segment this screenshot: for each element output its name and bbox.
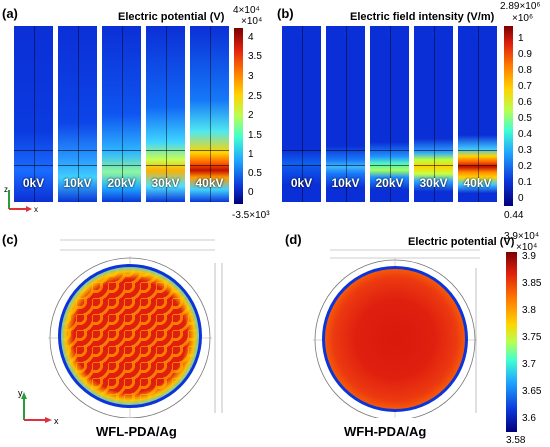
colorbar-d-tick: 3.75 [522, 332, 542, 343]
strip-a-label: 40kV [195, 176, 224, 190]
colorbar-a-tick: 3.5 [248, 51, 262, 62]
colorbar-d-tick: 3.6 [522, 413, 536, 424]
heatmap-disc-wfl [58, 264, 202, 408]
colorbar-a-tick: 0.5 [248, 168, 262, 179]
colorbar-d-unit: ×10⁴ [516, 242, 538, 253]
panel-d-label: (d) [285, 232, 302, 247]
panel-d-title: Electric potential (V) [408, 236, 515, 248]
colorbar-d-tick: 3.65 [522, 386, 542, 397]
strip-b-label: 40kV [463, 176, 492, 190]
colorbar-a-tick: 2.5 [248, 91, 262, 102]
colorbar-a [234, 28, 243, 204]
colorbar-a-tick: 1.5 [248, 130, 262, 141]
sample-name-wfl: WFL-PDA/Ag [96, 424, 177, 439]
strip-a-10kV: 10kV [58, 26, 97, 202]
colorbar-a-tick: 0 [248, 187, 254, 198]
strip-a-20kV: 20kV [102, 26, 141, 202]
heatmap-disc-wfh [322, 266, 468, 412]
colorbar-b-tick: 0.2 [518, 161, 532, 172]
colorbar-b-unit: ×10⁶ [512, 13, 534, 24]
strip-b-10kV: ▫ 10kV [326, 26, 365, 202]
axis-y-label: y [18, 388, 23, 398]
panel-a-title: Electric potential (V) [118, 11, 225, 23]
colorbar-b-tick: 0.5 [518, 113, 532, 124]
strip-b-label: 30kV [419, 176, 448, 190]
panel-b-label: (b) [277, 6, 294, 21]
colorbar-a-tick: 4 [248, 32, 254, 43]
colorbar-b-tick: 0.8 [518, 65, 532, 76]
strip-a-label: 10kV [63, 176, 92, 190]
colorbar-a-tick: 3 [248, 71, 254, 82]
colorbar-a-max: 4×10⁴ [233, 5, 260, 16]
colorbar-d-tick: 3.85 [522, 278, 542, 289]
colorbar-d-tick: 3.9 [522, 251, 536, 262]
panel-c-label: (c) [2, 232, 18, 247]
strip-b-40kV: ▫ 40kV [458, 26, 497, 202]
colorbar-a-tick: 2 [248, 110, 254, 121]
strip-b-label: 10kV [331, 176, 360, 190]
colorbar-d-min: 3.58 [506, 435, 526, 446]
colorbar-a-tick: 1 [248, 149, 254, 160]
strip-b-label: 0kV [290, 176, 313, 190]
axis-triad-a: z x [4, 185, 38, 214]
strip-b-0kV: ▫ 0kV [282, 26, 321, 202]
colorbar-d [506, 252, 517, 432]
strip-b-20kV: ▫ 20kV [370, 26, 409, 202]
colorbar-a-min: -3.5×10³ [232, 210, 270, 221]
axis-x-label: x [34, 205, 38, 214]
colorbar-a-unit: ×10⁴ [241, 16, 263, 27]
panel-b-title: Electric field intensity (V/m) [350, 11, 495, 23]
axis-triad-c: y x [18, 388, 59, 426]
strip-a-label: 20kV [107, 176, 136, 190]
colorbar-b-tick: 0 [518, 193, 524, 204]
colorbar-b-min: 0.44 [504, 210, 524, 221]
colorbar-d-max: 3.9×10⁴ [504, 231, 540, 242]
strip-a-40kV: 40kV [190, 26, 229, 202]
colorbar-b-tick: 0.4 [518, 129, 532, 140]
sample-name-wfh: WFH-PDA/Ag [344, 424, 427, 439]
colorbar-b-tick: 0.1 [518, 177, 532, 188]
strip-b-label: 20kV [375, 176, 404, 190]
colorbar-b-tick: 0.3 [518, 145, 532, 156]
colorbar-b [504, 26, 513, 206]
panel-a-label: (a) [2, 6, 18, 21]
colorbar-b-max: 2.89×10⁶ [500, 1, 541, 12]
colorbar-d-tick: 3.8 [522, 305, 536, 316]
strip-a-30kV: 30kV [146, 26, 185, 202]
colorbar-b-tick: 1 [518, 33, 524, 44]
colorbar-b-tick: 0.6 [518, 97, 532, 108]
colorbar-d-tick: 3.7 [522, 359, 536, 370]
strip-a-label: 30kV [151, 176, 180, 190]
strip-a-0kV: 0kV [14, 26, 53, 202]
colorbar-b-tick: 0.7 [518, 81, 532, 92]
axis-z-label: z [4, 185, 8, 194]
axis-x-label: x [54, 416, 59, 426]
strip-a-label: 0kV [22, 176, 45, 190]
colorbar-b-tick: 0.9 [518, 49, 532, 60]
strip-b-30kV: ▫ 30kV [414, 26, 453, 202]
